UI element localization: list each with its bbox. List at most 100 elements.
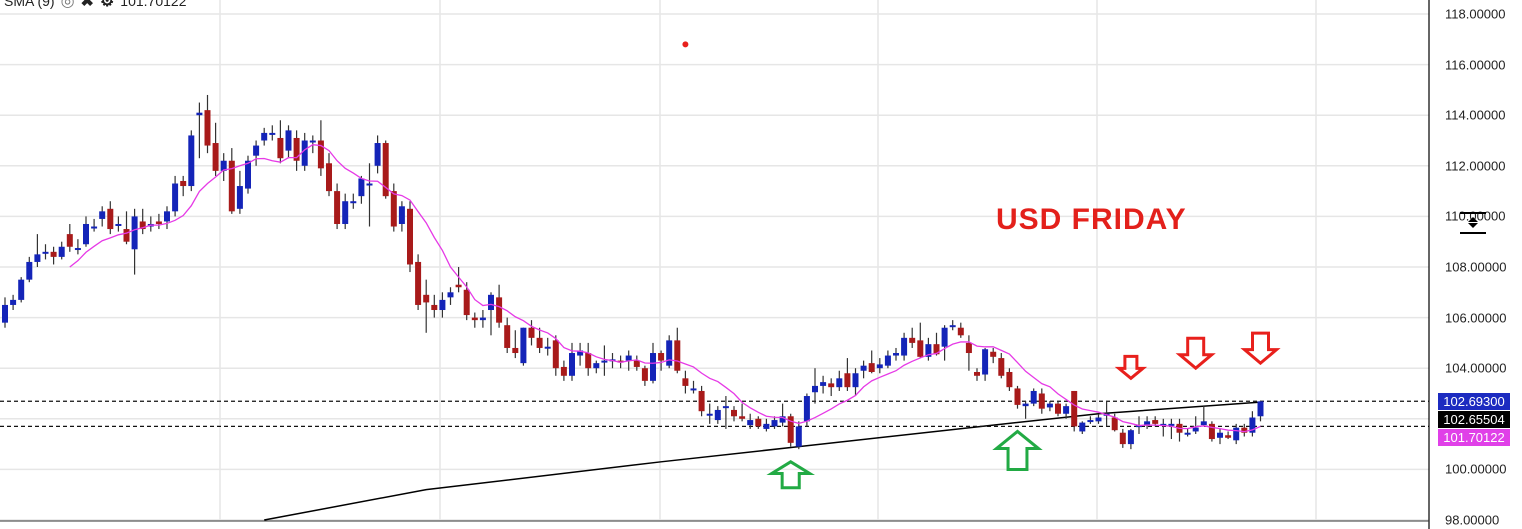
candle-body: [455, 284, 462, 288]
candle: [334, 183, 341, 230]
candle: [982, 347, 989, 381]
candle: [1168, 418, 1175, 440]
candle-body: [585, 353, 592, 369]
candle: [957, 322, 964, 338]
y-tick-label: 106.00000: [1445, 310, 1507, 326]
arrow-down-icon: [1175, 336, 1216, 371]
candle-body: [220, 160, 227, 171]
candle-body: [301, 140, 308, 166]
candle-body: [334, 191, 341, 224]
candle-body: [941, 327, 948, 347]
candle-body: [1152, 420, 1159, 424]
candle-body: [50, 251, 57, 257]
candle: [431, 294, 438, 318]
candle: [107, 201, 114, 235]
candle: [220, 153, 227, 181]
candle: [212, 122, 219, 176]
candle-body: [901, 337, 908, 356]
candle: [1233, 423, 1240, 445]
candle-body: [982, 349, 989, 375]
candle: [601, 345, 608, 376]
candle-body: [1160, 423, 1167, 426]
candle: [58, 241, 65, 260]
candle: [196, 102, 203, 159]
price-tag-last: 102.69300: [1438, 393, 1510, 410]
candle: [293, 130, 300, 171]
candle-body: [820, 382, 827, 386]
candle-body: [828, 383, 835, 388]
candle: [779, 403, 786, 427]
candle: [1241, 423, 1248, 437]
candle: [253, 140, 260, 166]
gear-icon[interactable]: ⚙: [99, 0, 115, 10]
candle: [18, 277, 25, 303]
candle-body: [528, 327, 535, 338]
candle-body: [1111, 417, 1118, 431]
scale-toggle-icon[interactable]: [1459, 210, 1487, 236]
candle: [390, 183, 397, 232]
candle: [974, 368, 980, 381]
candle-body: [1184, 432, 1191, 435]
candle: [722, 396, 729, 429]
candle-body: [1038, 393, 1045, 409]
candle-body: [747, 420, 754, 426]
candle: [909, 327, 916, 348]
sma-short-line: [69, 144, 1261, 433]
candle: [164, 206, 170, 230]
candle-body: [795, 426, 802, 447]
candle: [1006, 368, 1013, 391]
candle-body: [1208, 423, 1215, 440]
candle-body: [34, 254, 41, 262]
candle-body: [236, 186, 243, 209]
candle: [844, 358, 851, 391]
candle-body: [139, 221, 146, 230]
annotation-text: USD FRIDAY: [996, 203, 1187, 236]
candle-body: [1063, 406, 1070, 414]
grid: [0, 0, 1429, 521]
candle: [26, 256, 33, 283]
candle-body: [779, 416, 786, 423]
candle: [990, 347, 997, 364]
candle: [1200, 406, 1207, 427]
sma-long-line: [264, 401, 1261, 521]
candle-body: [1168, 423, 1175, 426]
eye-icon[interactable]: ◎: [60, 0, 75, 10]
candle-body: [423, 294, 430, 303]
candle-body: [415, 261, 422, 305]
candle: [74, 239, 81, 255]
candle-body: [1217, 432, 1223, 438]
candle-body: [479, 317, 486, 321]
candle-body: [933, 344, 940, 355]
candle-body: [42, 251, 49, 254]
candle: [1127, 428, 1134, 450]
candle: [965, 335, 972, 371]
candle: [1063, 403, 1070, 419]
candle: [731, 406, 737, 422]
candle-body: [1087, 420, 1094, 423]
candle: [50, 246, 57, 265]
candle: [488, 292, 494, 336]
candle-body: [1200, 421, 1207, 426]
arrow-down-icon: [1114, 354, 1148, 381]
candle-body: [1046, 403, 1053, 408]
candle-body: [196, 112, 203, 116]
candle: [269, 125, 276, 141]
candle: [771, 416, 778, 429]
candle-body: [488, 294, 494, 311]
candle-body: [884, 355, 891, 366]
candle: [1119, 428, 1126, 448]
candle: [10, 294, 17, 311]
candle: [706, 403, 713, 424]
candle: [188, 130, 195, 192]
candle-body: [1055, 403, 1061, 414]
candle-body: [1249, 417, 1256, 433]
candle-body: [633, 360, 640, 367]
close-icon[interactable]: ✖: [80, 0, 94, 10]
candle-body: [658, 353, 665, 361]
candle: [763, 418, 770, 432]
y-tick-label: 112.00000: [1445, 158, 1506, 174]
candle-body: [925, 344, 932, 357]
candle: [350, 193, 357, 209]
candle-body: [1233, 427, 1240, 441]
